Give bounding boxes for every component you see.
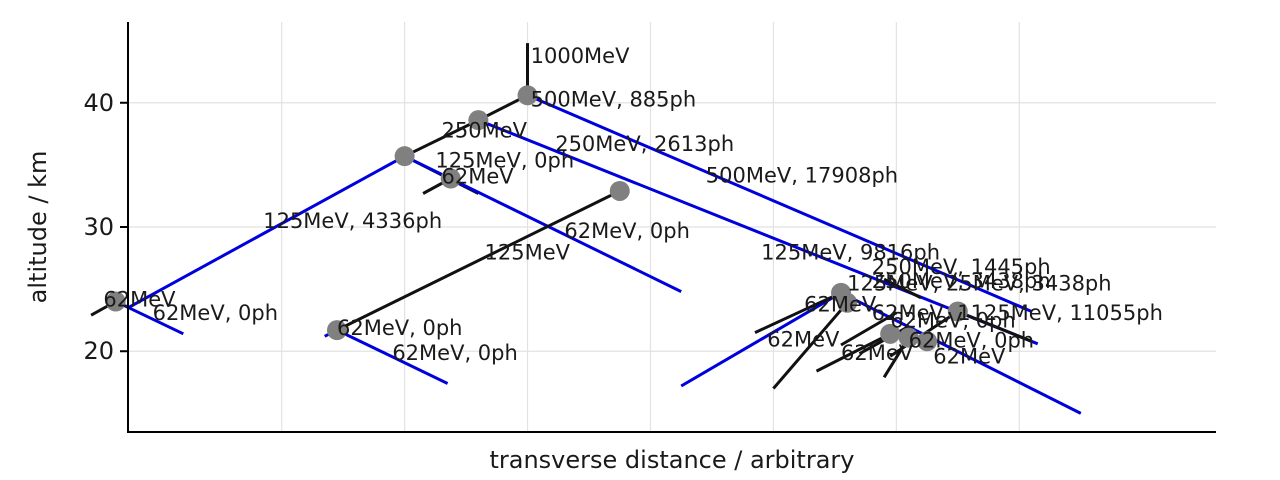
- electron-track-10: [336, 328, 449, 385]
- photon-track-17: [772, 301, 849, 390]
- annotation-1: 500MeV, 885ph: [531, 87, 697, 111]
- electron-track-12: [115, 300, 184, 336]
- photon-track-23: [840, 311, 898, 347]
- annotation-6: 500MeV, 17908ph: [706, 163, 898, 187]
- vertex-marker-4: [609, 180, 630, 201]
- annotation-8: 62MeV, 0ph: [564, 219, 689, 243]
- annotation-19: 62MeV, 0ph: [337, 316, 462, 340]
- vertex-marker-0: [517, 85, 538, 106]
- annotation-9: 125MeV: [485, 240, 571, 264]
- y-tick-label-1: 30: [83, 213, 114, 241]
- annotation-10: 125MeV, 9816ph: [761, 240, 940, 264]
- vertex-marker-3: [440, 168, 461, 189]
- annotation-0: 1000MeV: [531, 44, 630, 68]
- electron-track-4: [477, 118, 1039, 346]
- vertex-marker-12: [917, 331, 938, 352]
- annotation-21: 62MeV, 0ph: [909, 329, 1034, 353]
- annotation-18: 62MeV, 0ph: [890, 309, 1015, 333]
- annotation-7: 125MeV, 4336ph: [263, 209, 442, 233]
- vertex-marker-8: [837, 292, 858, 313]
- vertex-marker-2: [394, 146, 415, 167]
- vertex-marker-10: [880, 323, 901, 344]
- annotation-11: 250MeV, 1445ph: [872, 255, 1051, 279]
- annotation-2: 250MeV: [441, 119, 527, 143]
- photon-track-3: [403, 118, 480, 158]
- electron-track-15: [840, 291, 1082, 415]
- vertex-markers: [105, 85, 968, 352]
- annotation-3: 250MeV, 2613ph: [555, 132, 734, 156]
- annotation-12: 250MeV, 3438ph: [872, 269, 1051, 293]
- electron-track-5: [127, 154, 406, 310]
- annotation-17: 62MeV, 1125MeV, 11055ph: [872, 301, 1163, 325]
- y-tick-label-0: 20: [83, 337, 114, 365]
- vertex-marker-5: [105, 291, 126, 312]
- y-ticks: 20 30 40: [83, 89, 128, 365]
- x-axis-label: transverse distance / arbitrary: [489, 446, 854, 474]
- annotation-13: 125MeV, 25MeV, 3438ph: [847, 271, 1111, 295]
- annotation-20: 62MeV: [767, 327, 840, 351]
- photon-track-18: [815, 332, 891, 373]
- photon-track-9: [336, 189, 621, 332]
- vertex-marker-9: [947, 301, 968, 322]
- annotation-14: 62MeV: [103, 288, 176, 312]
- y-axis-label: altitude / km: [24, 151, 52, 304]
- electron-track-14: [680, 291, 842, 388]
- y-tick-label-2: 40: [83, 89, 114, 117]
- annotation-4: 125MeV, 0ph: [435, 148, 574, 172]
- vertex-marker-1: [468, 110, 489, 131]
- vertex-marker-6: [326, 320, 347, 341]
- annotation-23: 62MeV: [841, 341, 914, 365]
- photon-track-16: [754, 291, 842, 334]
- annotation-5: 62MeV: [441, 165, 514, 189]
- photon-track-22: [883, 277, 922, 300]
- vertex-marker-11: [898, 327, 919, 348]
- annotation-16: 62MeV: [804, 292, 877, 316]
- photon-track-21: [957, 310, 1033, 343]
- annotation-24: 62MeV: [933, 345, 1006, 369]
- electron-track-1: [526, 93, 1033, 313]
- annotation-15: 62MeV, 0ph: [153, 301, 278, 325]
- annotation-22: 62MeV, 0ph: [392, 341, 517, 365]
